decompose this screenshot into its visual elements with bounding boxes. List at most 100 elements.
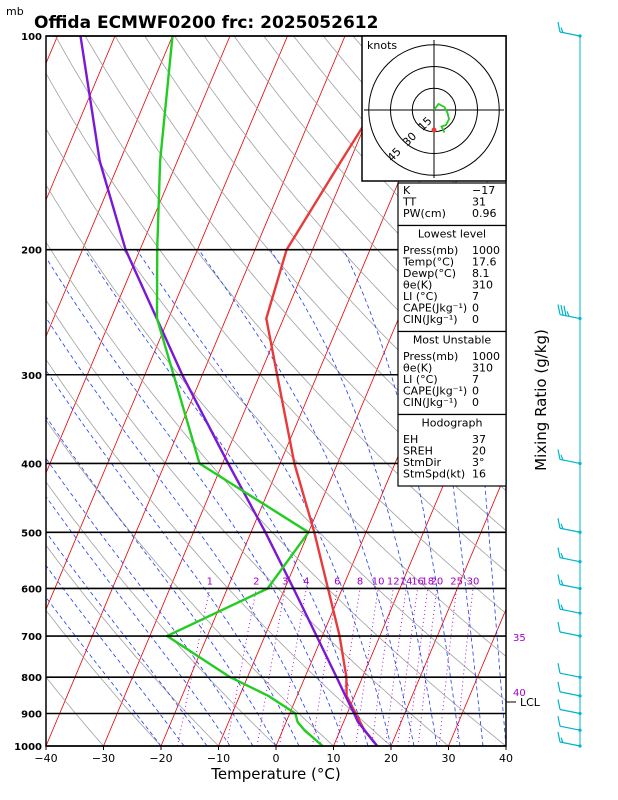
wind-barb-flag [557, 621, 561, 633]
dry-adiabat [55, 36, 506, 573]
index-value: 0 [472, 302, 479, 315]
isotherm-line [103, 36, 403, 746]
wind-barb-flag [557, 21, 561, 33]
wind-barb-dot [578, 586, 582, 591]
lowest-level-box-header: Lowest level [418, 228, 486, 241]
index-value: 3° [472, 456, 485, 469]
sounding-line-1 [79, 36, 379, 746]
most-unstable-box [397, 330, 507, 416]
index-value: 31 [472, 196, 486, 209]
wind-barb-staff [559, 527, 581, 533]
index-label: θe(K) [403, 279, 432, 292]
temperature-tick-label: 40 [499, 752, 513, 765]
hodograph-stats-box [397, 413, 507, 487]
wind-barb-flag [557, 518, 561, 529]
index-value: 0 [472, 396, 479, 409]
wind-barb-flag [557, 574, 561, 585]
index-label: Press(mb) [403, 244, 458, 257]
mixing-ratio-label: 20 [431, 576, 444, 587]
wind-barb-flag [560, 579, 564, 586]
wind-barb-flag [560, 523, 564, 530]
wind-barb-flag [560, 454, 564, 461]
wind-barb-dot [578, 744, 582, 748]
wind-barb-dot [578, 611, 582, 615]
dry-adiabat [144, 36, 506, 453]
index-value: 20 [472, 445, 486, 458]
mixing-ratio-line [335, 588, 361, 746]
isotherm-line [46, 36, 173, 338]
index-label: θe(K) [403, 362, 432, 375]
chart-title: Offida ECMWF0200 frc: 2025052612 [34, 13, 378, 33]
wind-barb-dot [578, 316, 582, 321]
mixing-ratio-label: 1 [207, 576, 213, 587]
mixing-ratio-label: 18 [421, 576, 434, 587]
wind-barb [557, 599, 582, 615]
indices-box [397, 182, 507, 227]
wind-barb-staff [559, 583, 581, 590]
wind-barb [557, 21, 582, 38]
dry-adiabat [46, 676, 104, 746]
lowest-level-box [397, 224, 507, 333]
isotherm-line [46, 36, 346, 746]
index-label: K [403, 184, 411, 197]
most-unstable-box-header: Most Unstable [413, 334, 492, 347]
index-value: 0.96 [472, 207, 497, 220]
wind-barb-flag [560, 305, 564, 316]
isotherm-label-40: 40 [513, 688, 526, 699]
moist-adiabat [46, 415, 277, 746]
index-value: 17.6 [472, 256, 497, 269]
wind-barb-staff [559, 31, 581, 37]
wind-barb-flag [557, 663, 561, 674]
mixing-ratio-label: 8 [357, 576, 363, 587]
index-value: 0 [472, 385, 479, 398]
wind-barb-flag [560, 27, 564, 33]
wind-barb [557, 304, 582, 321]
stability-indices-panel: K −17 TT 31 PW(cm) 0.96 Lowest level Press(mb) 1… [397, 182, 507, 487]
wind-barb-staff [559, 725, 581, 731]
wind-barb [557, 574, 582, 591]
mixing-ratio-line [177, 588, 211, 746]
dry-adiabat [46, 609, 162, 746]
wind-barb [557, 449, 582, 466]
pressure-unit-label: mb [6, 5, 24, 18]
moist-adiabat [46, 457, 254, 746]
index-label: Dewp(°C) [403, 267, 456, 280]
dry-adiabat [46, 544, 219, 746]
temperature-tick-label: 20 [384, 752, 398, 765]
index-label: SREH [403, 445, 433, 458]
moist-adiabat [46, 256, 346, 746]
wind-barb-dot [578, 634, 582, 638]
wind-barb-staff [559, 631, 581, 637]
mixing-ratio-line [256, 588, 286, 746]
index-label: StmSpd(kt) [403, 468, 465, 481]
wind-barb-flag [560, 553, 564, 559]
wind-barb-flag [557, 304, 561, 315]
wind-barb-flag [557, 699, 561, 710]
isotherm-label-35: 35 [513, 633, 526, 644]
temperature-tick-label: −30 [92, 752, 115, 765]
moist-adiabat [136, 249, 392, 746]
pressure-tick-label: 800 [21, 673, 42, 684]
mixing-ratio-label: 16 [411, 576, 424, 587]
index-value: 7 [472, 290, 479, 303]
dry-adiabat [114, 36, 506, 492]
moist-adiabat [46, 564, 185, 746]
isotherm-line [564, 36, 618, 746]
wind-barb-flag [560, 604, 564, 610]
wind-barb-staff [559, 741, 581, 747]
temperature-tick-label: −20 [149, 752, 172, 765]
wind-barb-staff [559, 608, 581, 614]
index-label: LI (°C) [403, 290, 438, 303]
dry-adiabat [46, 419, 334, 746]
wind-barb-dot [578, 711, 582, 716]
mixing-ratio-line [456, 588, 474, 746]
wind-barb [557, 681, 582, 698]
pressure-tick-label: 700 [21, 632, 42, 643]
wind-barb-staff [559, 557, 581, 563]
index-label: Temp(°C) [402, 256, 454, 269]
isotherm-line [390, 471, 506, 746]
index-label: EH [403, 433, 418, 446]
wind-barb-staff [559, 708, 581, 715]
